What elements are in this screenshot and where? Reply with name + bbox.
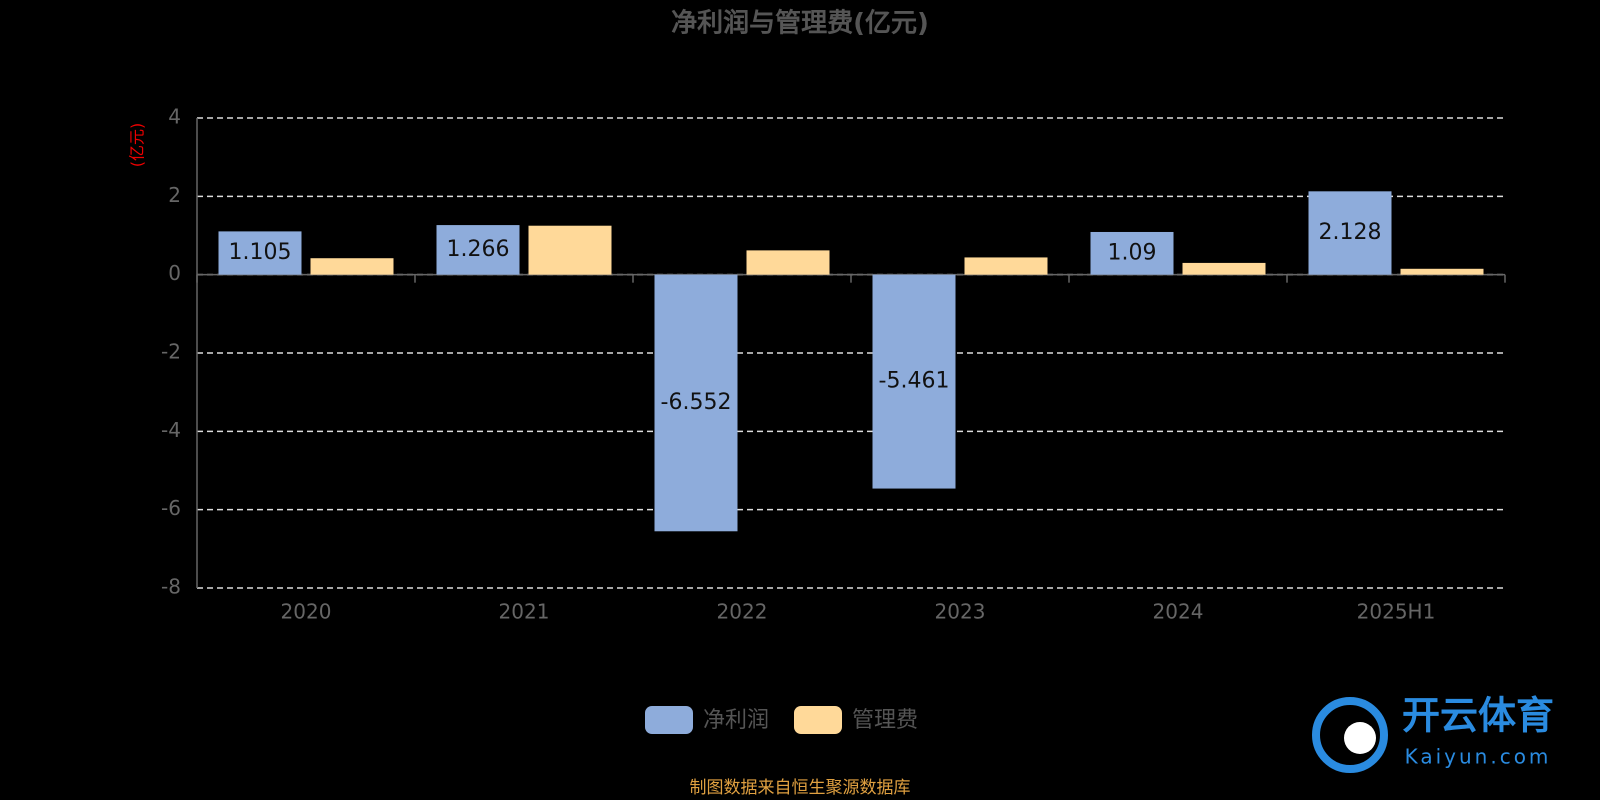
bar [310,258,394,275]
legend-swatch [645,706,693,734]
y-tick-label: -6 [161,496,181,520]
y-axis-label: (亿元) [128,123,147,168]
watermark-logo [1312,697,1388,773]
watermark: 开云体育 Kaiyun.com [1312,694,1554,773]
x-tick-label: 2023 [935,600,986,624]
x-tick-label: 2021 [499,600,550,624]
bar [1090,231,1174,275]
y-tick-label: -8 [161,575,181,599]
x-tick-label: 2025H1 [1357,600,1436,624]
watermark-url: Kaiyun.com [1405,745,1552,769]
bar [654,274,738,532]
bar [964,257,1048,275]
source-note: 制图数据来自恒生聚源数据库 [690,778,911,798]
bar [746,250,830,275]
bar [528,225,612,275]
y-tick-label: -4 [161,418,181,442]
data-label: 2.128 [1319,220,1382,245]
y-tick-label: -2 [161,340,181,364]
y-tick-label: 0 [168,261,181,285]
data-label: 1.105 [229,240,292,265]
bar [1308,191,1392,275]
chart-title: 净利润与管理费(亿元) [671,8,929,39]
x-tick-label: 2024 [1153,600,1204,624]
bar [1182,262,1266,275]
x-tick-label: 2020 [281,600,332,624]
bar [436,225,520,275]
legend-label: 管理费 [852,708,918,733]
bar [218,231,302,275]
data-label: -6.552 [661,390,732,415]
bar [1400,268,1484,275]
y-tick-label: 2 [168,183,181,207]
data-label: 1.266 [447,237,510,262]
legend-label: 净利润 [703,708,769,733]
data-label: 1.09 [1108,240,1157,265]
data-label: -5.461 [879,369,950,394]
watermark-ball [1344,722,1376,754]
bar [872,274,956,489]
y-tick-label: 4 [168,105,181,129]
watermark-name: 开云体育 [1402,694,1554,738]
x-tick-label: 2022 [717,600,768,624]
legend-swatch [794,706,842,734]
